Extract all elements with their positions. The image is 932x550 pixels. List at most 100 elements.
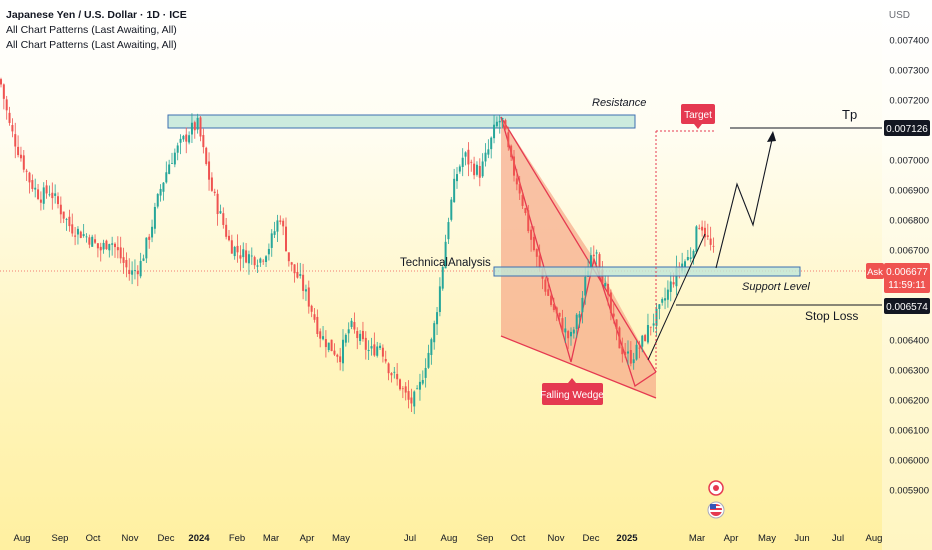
event-icon-earnings[interactable] xyxy=(708,480,724,496)
candle xyxy=(347,322,350,343)
falling-wedge-badge[interactable] xyxy=(542,383,603,405)
y-tick-label: 0.007200 xyxy=(889,96,929,107)
candle-body xyxy=(0,79,2,85)
resistance-zone[interactable] xyxy=(167,114,636,129)
candle xyxy=(156,193,159,209)
candle-body xyxy=(692,250,695,259)
candle-body xyxy=(609,292,612,314)
candle-body xyxy=(632,359,635,364)
candle xyxy=(153,202,156,234)
candle xyxy=(17,135,20,158)
candle-body xyxy=(535,249,538,257)
candle xyxy=(356,327,359,350)
candle xyxy=(487,139,490,159)
candle-body xyxy=(655,308,658,326)
candle-body xyxy=(433,323,436,343)
candle-body xyxy=(501,118,504,119)
candle xyxy=(142,254,145,262)
candle-body xyxy=(584,276,587,296)
candle xyxy=(25,168,28,182)
indicator-legend-1[interactable]: All Chart Patterns (Last Awaiting, All) xyxy=(6,24,177,36)
candle-body xyxy=(624,351,627,355)
support-zone[interactable] xyxy=(493,266,801,277)
candle xyxy=(524,207,527,216)
candle-body xyxy=(347,329,350,334)
candle xyxy=(547,277,550,296)
x-tick-label: May xyxy=(332,533,350,544)
candle-body xyxy=(116,247,119,251)
candle-body xyxy=(669,281,672,292)
candle xyxy=(550,292,553,307)
candle xyxy=(299,262,302,279)
candle-body xyxy=(464,152,467,157)
candle-body xyxy=(131,270,134,275)
candle xyxy=(105,239,108,250)
target-badge[interactable] xyxy=(681,104,715,124)
candle-body xyxy=(538,255,541,268)
candle-body xyxy=(456,174,458,182)
candle-body xyxy=(253,257,256,266)
candle xyxy=(96,243,99,258)
candle xyxy=(359,330,362,345)
candle-body xyxy=(114,243,116,248)
candle xyxy=(612,302,615,324)
candle xyxy=(230,234,233,254)
flag-icon-us[interactable] xyxy=(707,501,725,519)
candle-body xyxy=(39,199,42,203)
candle-body xyxy=(359,333,362,342)
candle-body xyxy=(142,258,145,261)
candle xyxy=(703,220,706,247)
candle-body xyxy=(108,244,111,251)
candle-body xyxy=(364,337,367,350)
candle xyxy=(190,113,193,143)
candle-body xyxy=(316,316,319,334)
candle-body xyxy=(310,305,313,312)
candle xyxy=(413,390,416,415)
candle xyxy=(339,347,342,371)
candle-body xyxy=(319,331,322,339)
candle xyxy=(176,142,179,161)
candle xyxy=(464,151,467,166)
candle-body xyxy=(524,208,527,214)
candle-body xyxy=(635,344,638,360)
candle-body xyxy=(652,323,655,326)
candle xyxy=(649,326,652,336)
currency-label[interactable]: USD xyxy=(888,10,910,21)
candle-body xyxy=(82,234,85,236)
candle-body xyxy=(304,289,307,292)
candle xyxy=(270,229,273,257)
indicator-legend-2[interactable]: All Chart Patterns (Last Awaiting, All) xyxy=(6,39,177,51)
candle-body xyxy=(504,120,507,130)
candle-body xyxy=(222,213,225,225)
candle xyxy=(302,263,305,300)
candle xyxy=(513,149,515,182)
candle xyxy=(578,311,581,328)
candle-body xyxy=(461,157,464,167)
candle-body xyxy=(353,322,356,330)
candlestick-series[interactable] xyxy=(0,77,715,415)
candle xyxy=(139,252,142,279)
candle-body xyxy=(313,314,316,320)
candle xyxy=(615,319,618,341)
symbol-title[interactable]: Japanese Yen / U.S. Dollar · 1D · ICE xyxy=(6,9,187,21)
candle-body xyxy=(236,245,239,253)
candle xyxy=(367,340,370,361)
x-tick-label: Nov xyxy=(548,533,565,544)
y-tick-label: 0.006300 xyxy=(889,366,929,377)
time-axis[interactable]: Aug Sep Oct Nov Dec 2024 Feb Mar Apr May Jul Aug Sep… xyxy=(14,533,883,544)
y-tick-label: 0.006200 xyxy=(889,396,929,407)
candle xyxy=(427,344,430,369)
candle-body xyxy=(441,266,444,289)
candle xyxy=(285,217,287,252)
wedge-lower-line xyxy=(500,335,657,399)
candle xyxy=(458,164,461,174)
candle xyxy=(330,339,333,352)
candle xyxy=(712,237,715,253)
x-tick-label: Jul xyxy=(832,533,844,544)
candle-body xyxy=(527,210,530,232)
candle xyxy=(336,353,339,363)
candle-body xyxy=(421,379,424,384)
candle xyxy=(31,174,34,192)
candle-body xyxy=(233,246,236,257)
